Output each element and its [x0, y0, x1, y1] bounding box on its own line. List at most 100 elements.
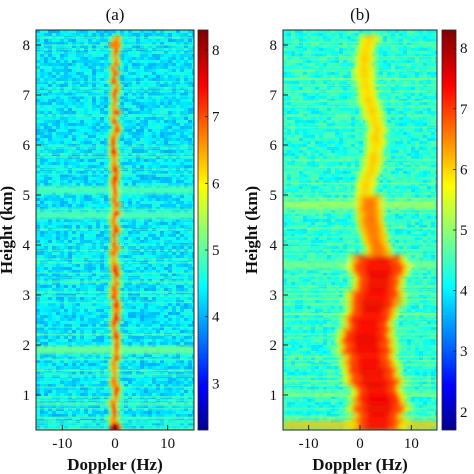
- y-tick-label: 2: [270, 338, 278, 354]
- panel-a-xticks: -10 0 10: [52, 425, 175, 452]
- column-segment: [114, 48, 119, 54]
- column-segment: [111, 267, 119, 273]
- column-segment: [110, 219, 116, 225]
- column-segment: [112, 105, 116, 111]
- column-segment: [110, 293, 117, 300]
- column-segment: [113, 280, 120, 287]
- column-segment: [111, 241, 117, 247]
- column-segment: [114, 56, 118, 63]
- panel-b-ylabel: Height (km): [242, 186, 261, 274]
- y-tick-label: 7: [270, 88, 278, 104]
- column-segment: [111, 263, 119, 269]
- column-segment: [113, 100, 117, 107]
- panel-a-colorbar: [197, 29, 209, 431]
- colorbar-tick-label: 7: [460, 102, 468, 118]
- x-tick-label: -10: [52, 436, 72, 452]
- colorbar-tick-label: 7: [212, 110, 220, 126]
- colorbar-tick-label: 2: [460, 405, 468, 421]
- column-segment: [112, 193, 119, 199]
- column-segment: [112, 74, 116, 80]
- column-segment: [110, 250, 117, 256]
- colorbar-tick-label: 3: [460, 344, 468, 360]
- colorbar-tick-label: 6: [212, 176, 220, 192]
- y-tick-label: 4: [23, 238, 31, 254]
- column-segment: [109, 416, 117, 423]
- column-segment: [112, 157, 117, 164]
- panel-a: (a) 1 2 3 4 5 6 7 8 -10 0 10 Doppler (Hz) Height …: [0, 5, 220, 474]
- panel-b-label: (b): [350, 5, 370, 24]
- column-segment: [112, 52, 117, 58]
- column-segment: [112, 184, 117, 190]
- column-segment: [113, 342, 120, 348]
- column-segment: [110, 179, 118, 186]
- column-segment: [113, 386, 120, 392]
- column-segment: [113, 96, 117, 102]
- column-segment: [115, 83, 119, 89]
- panel-a-label: (a): [106, 5, 125, 24]
- x-tick-label: 10: [160, 436, 175, 452]
- colorbar-tick-label: 4: [460, 284, 468, 300]
- colorbar-tick-label: 3: [212, 376, 220, 392]
- column-segment: [112, 232, 116, 238]
- column-segment: [110, 285, 117, 291]
- column-segment: [113, 390, 119, 396]
- column-segment: [113, 109, 120, 115]
- column-segment: [111, 403, 116, 410]
- column-segment: [113, 61, 119, 67]
- column-segment: [111, 359, 116, 366]
- colorbar-tick-label: 8: [212, 43, 220, 59]
- column-segment: [111, 92, 117, 98]
- y-tick-label: 6: [270, 138, 278, 154]
- panel-b-yticks: 1 2 3 4 5 6 7 8: [270, 38, 288, 404]
- column-segment: [111, 364, 118, 370]
- heatmap-features: [36, 35, 194, 430]
- column-segment: [113, 276, 117, 282]
- y-tick-label: 8: [270, 38, 278, 54]
- y-tick-label: 7: [23, 88, 31, 104]
- column-segment: [113, 355, 120, 361]
- panel-b-heatmap: [283, 30, 437, 430]
- colorbar-tick-label: 8: [460, 41, 468, 57]
- panel-b-colorbar-ticks: 2 3 4 5 6 7 8: [453, 41, 468, 421]
- colorbar-tick-label: 4: [212, 310, 220, 326]
- panel-b-xticks: -10 0 10: [299, 425, 419, 452]
- column-segment: [111, 289, 119, 295]
- y-tick-label: 6: [23, 138, 31, 154]
- y-tick-label: 3: [270, 288, 278, 304]
- column-segment: [112, 368, 117, 374]
- column-segment: [113, 171, 119, 177]
- column-segment: [114, 346, 119, 352]
- column-segment: [112, 223, 119, 230]
- panel-a-colorbar-ticks: 3 4 5 6 7 8: [205, 43, 220, 392]
- column-segment: [112, 70, 119, 76]
- panel-b: (b) 1 2 3 4 5 6 7 8 -10 0 10 Doppler (Hz) Height …: [242, 5, 468, 474]
- y-tick-label: 5: [23, 188, 31, 204]
- column-segment: [111, 153, 117, 159]
- column-segment: [111, 320, 117, 326]
- y-tick-label: 8: [23, 38, 31, 54]
- x-tick-label: 0: [356, 436, 364, 452]
- column-segment: [111, 166, 119, 173]
- bright-spot: [109, 41, 121, 49]
- panel-a-xlabel: Doppler (Hz): [67, 455, 163, 474]
- column-segment: [113, 333, 120, 339]
- colorbar-tick-label: 6: [460, 162, 468, 178]
- column-segment: [112, 408, 117, 414]
- column-segment: [113, 201, 120, 208]
- column-segment: [114, 394, 118, 401]
- column-segment: [113, 206, 117, 212]
- column-segment: [111, 162, 118, 168]
- column-segment: [115, 337, 119, 344]
- column-segment: [112, 324, 116, 331]
- y-tick-label: 5: [270, 188, 278, 204]
- x-tick-label: -10: [299, 436, 319, 452]
- y-tick-label: 1: [270, 388, 278, 404]
- column-segment: [111, 214, 117, 221]
- column-segment: [113, 210, 120, 216]
- column-segment: [113, 272, 120, 278]
- column-segment: [113, 188, 118, 194]
- column-segment: [111, 118, 117, 124]
- column-segment: [110, 149, 118, 155]
- column-segment: [111, 377, 117, 383]
